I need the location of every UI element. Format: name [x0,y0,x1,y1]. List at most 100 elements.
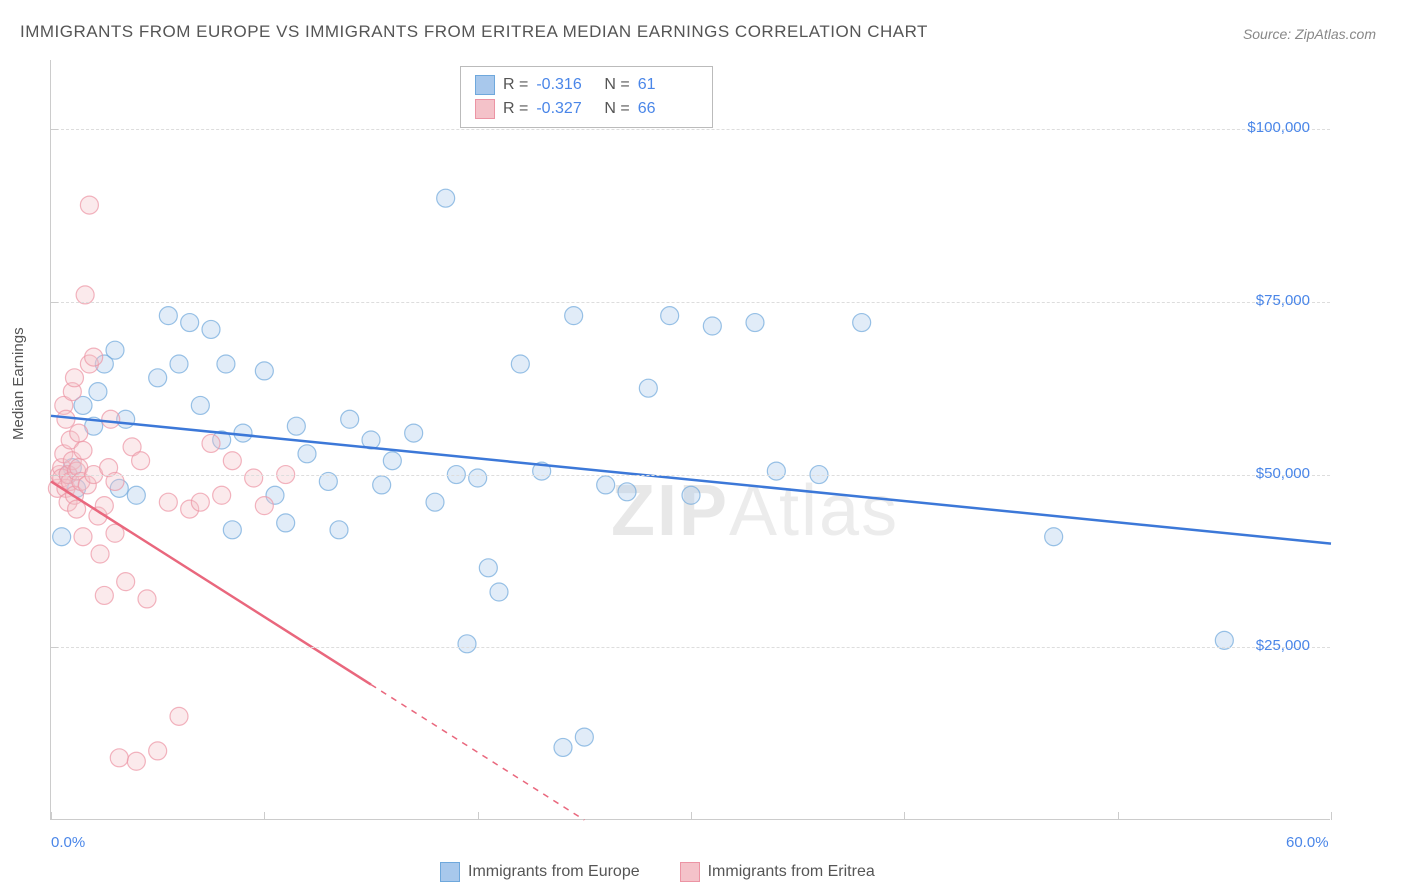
x-tick-label: 60.0% [1286,834,1329,851]
n-value: 66 [638,100,698,118]
data-point [80,196,98,214]
data-point [191,396,209,414]
data-point [565,307,583,325]
data-point [149,369,167,387]
trendline-extrapolated [371,685,584,820]
data-point [85,348,103,366]
chart-plot-area: ZIPAtlas $25,000$50,000$75,000$100,0000.… [50,60,1330,820]
data-point [575,728,593,746]
data-point [127,486,145,504]
data-point [458,635,476,653]
y-tick-label: $25,000 [1256,637,1310,654]
x-tick [478,812,479,820]
r-value: -0.327 [536,100,596,118]
data-point [330,521,348,539]
data-point [74,441,92,459]
data-point [287,417,305,435]
data-point [703,317,721,335]
x-tick [904,812,905,820]
data-point [682,486,700,504]
data-point [138,590,156,608]
n-label: N = [604,76,629,94]
r-value: -0.316 [536,76,596,94]
x-tick [691,812,692,820]
data-point [132,452,150,470]
y-tick [50,475,58,476]
r-label: R = [503,76,528,94]
gridline [51,302,1330,303]
data-point [223,521,241,539]
correlation-legend: R =-0.316N =61R =-0.327N =66 [460,66,713,128]
y-axis-label: Median Earnings [10,327,27,440]
data-point [110,749,128,767]
data-point [117,573,135,591]
data-point [255,497,273,515]
y-tick-label: $50,000 [1256,465,1310,482]
r-label: R = [503,100,528,118]
data-point [746,314,764,332]
gridline [51,129,1330,130]
x-tick [1331,812,1332,820]
data-point [213,486,231,504]
legend-label: Immigrants from Europe [468,863,640,881]
data-point [202,434,220,452]
data-point [277,514,295,532]
x-tick [264,812,265,820]
data-point [255,362,273,380]
legend-item: Immigrants from Eritrea [680,862,875,882]
data-point [479,559,497,577]
y-tick-label: $75,000 [1256,292,1310,309]
data-point [202,320,220,338]
data-point [127,752,145,770]
x-tick-label: 0.0% [51,834,85,851]
data-point [597,476,615,494]
data-point [554,738,572,756]
gridline [51,475,1330,476]
data-point [74,528,92,546]
data-point [170,707,188,725]
legend-label: Immigrants from Eritrea [708,863,875,881]
y-tick [50,129,58,130]
data-point [373,476,391,494]
correlation-row: R = -0.327 N = 66 [475,97,698,121]
data-point [89,383,107,401]
data-point [217,355,235,373]
correlation-row: R =-0.316N =61 [475,73,698,97]
data-point [191,493,209,511]
data-point [65,369,83,387]
source-attribution: Source: ZipAtlas.com [1243,26,1376,42]
trendline [51,416,1331,544]
series-swatch [475,75,495,95]
legend-item: Immigrants from Europe [440,862,640,882]
data-point [102,410,120,428]
chart-title: IMMIGRANTS FROM EUROPE VS IMMIGRANTS FRO… [20,22,928,42]
gridline [51,647,1330,648]
data-point [298,445,316,463]
data-point [767,462,785,480]
data-point [405,424,423,442]
series-swatch [680,862,700,882]
data-point [661,307,679,325]
data-point [57,410,75,428]
data-point [106,341,124,359]
data-point [639,379,657,397]
n-label: N = [604,100,629,118]
data-point [383,452,401,470]
data-point [234,424,252,442]
data-point [437,189,455,207]
scatter-svg [51,60,1330,819]
data-point [159,493,177,511]
data-point [853,314,871,332]
data-point [53,528,71,546]
series-swatch [475,99,495,119]
series-swatch [440,862,460,882]
data-point [91,545,109,563]
data-point [149,742,167,760]
data-point [426,493,444,511]
data-point [95,586,113,604]
y-tick [50,302,58,303]
data-point [341,410,359,428]
y-tick-label: $100,000 [1247,119,1310,136]
trendline [51,481,371,684]
data-point [159,307,177,325]
